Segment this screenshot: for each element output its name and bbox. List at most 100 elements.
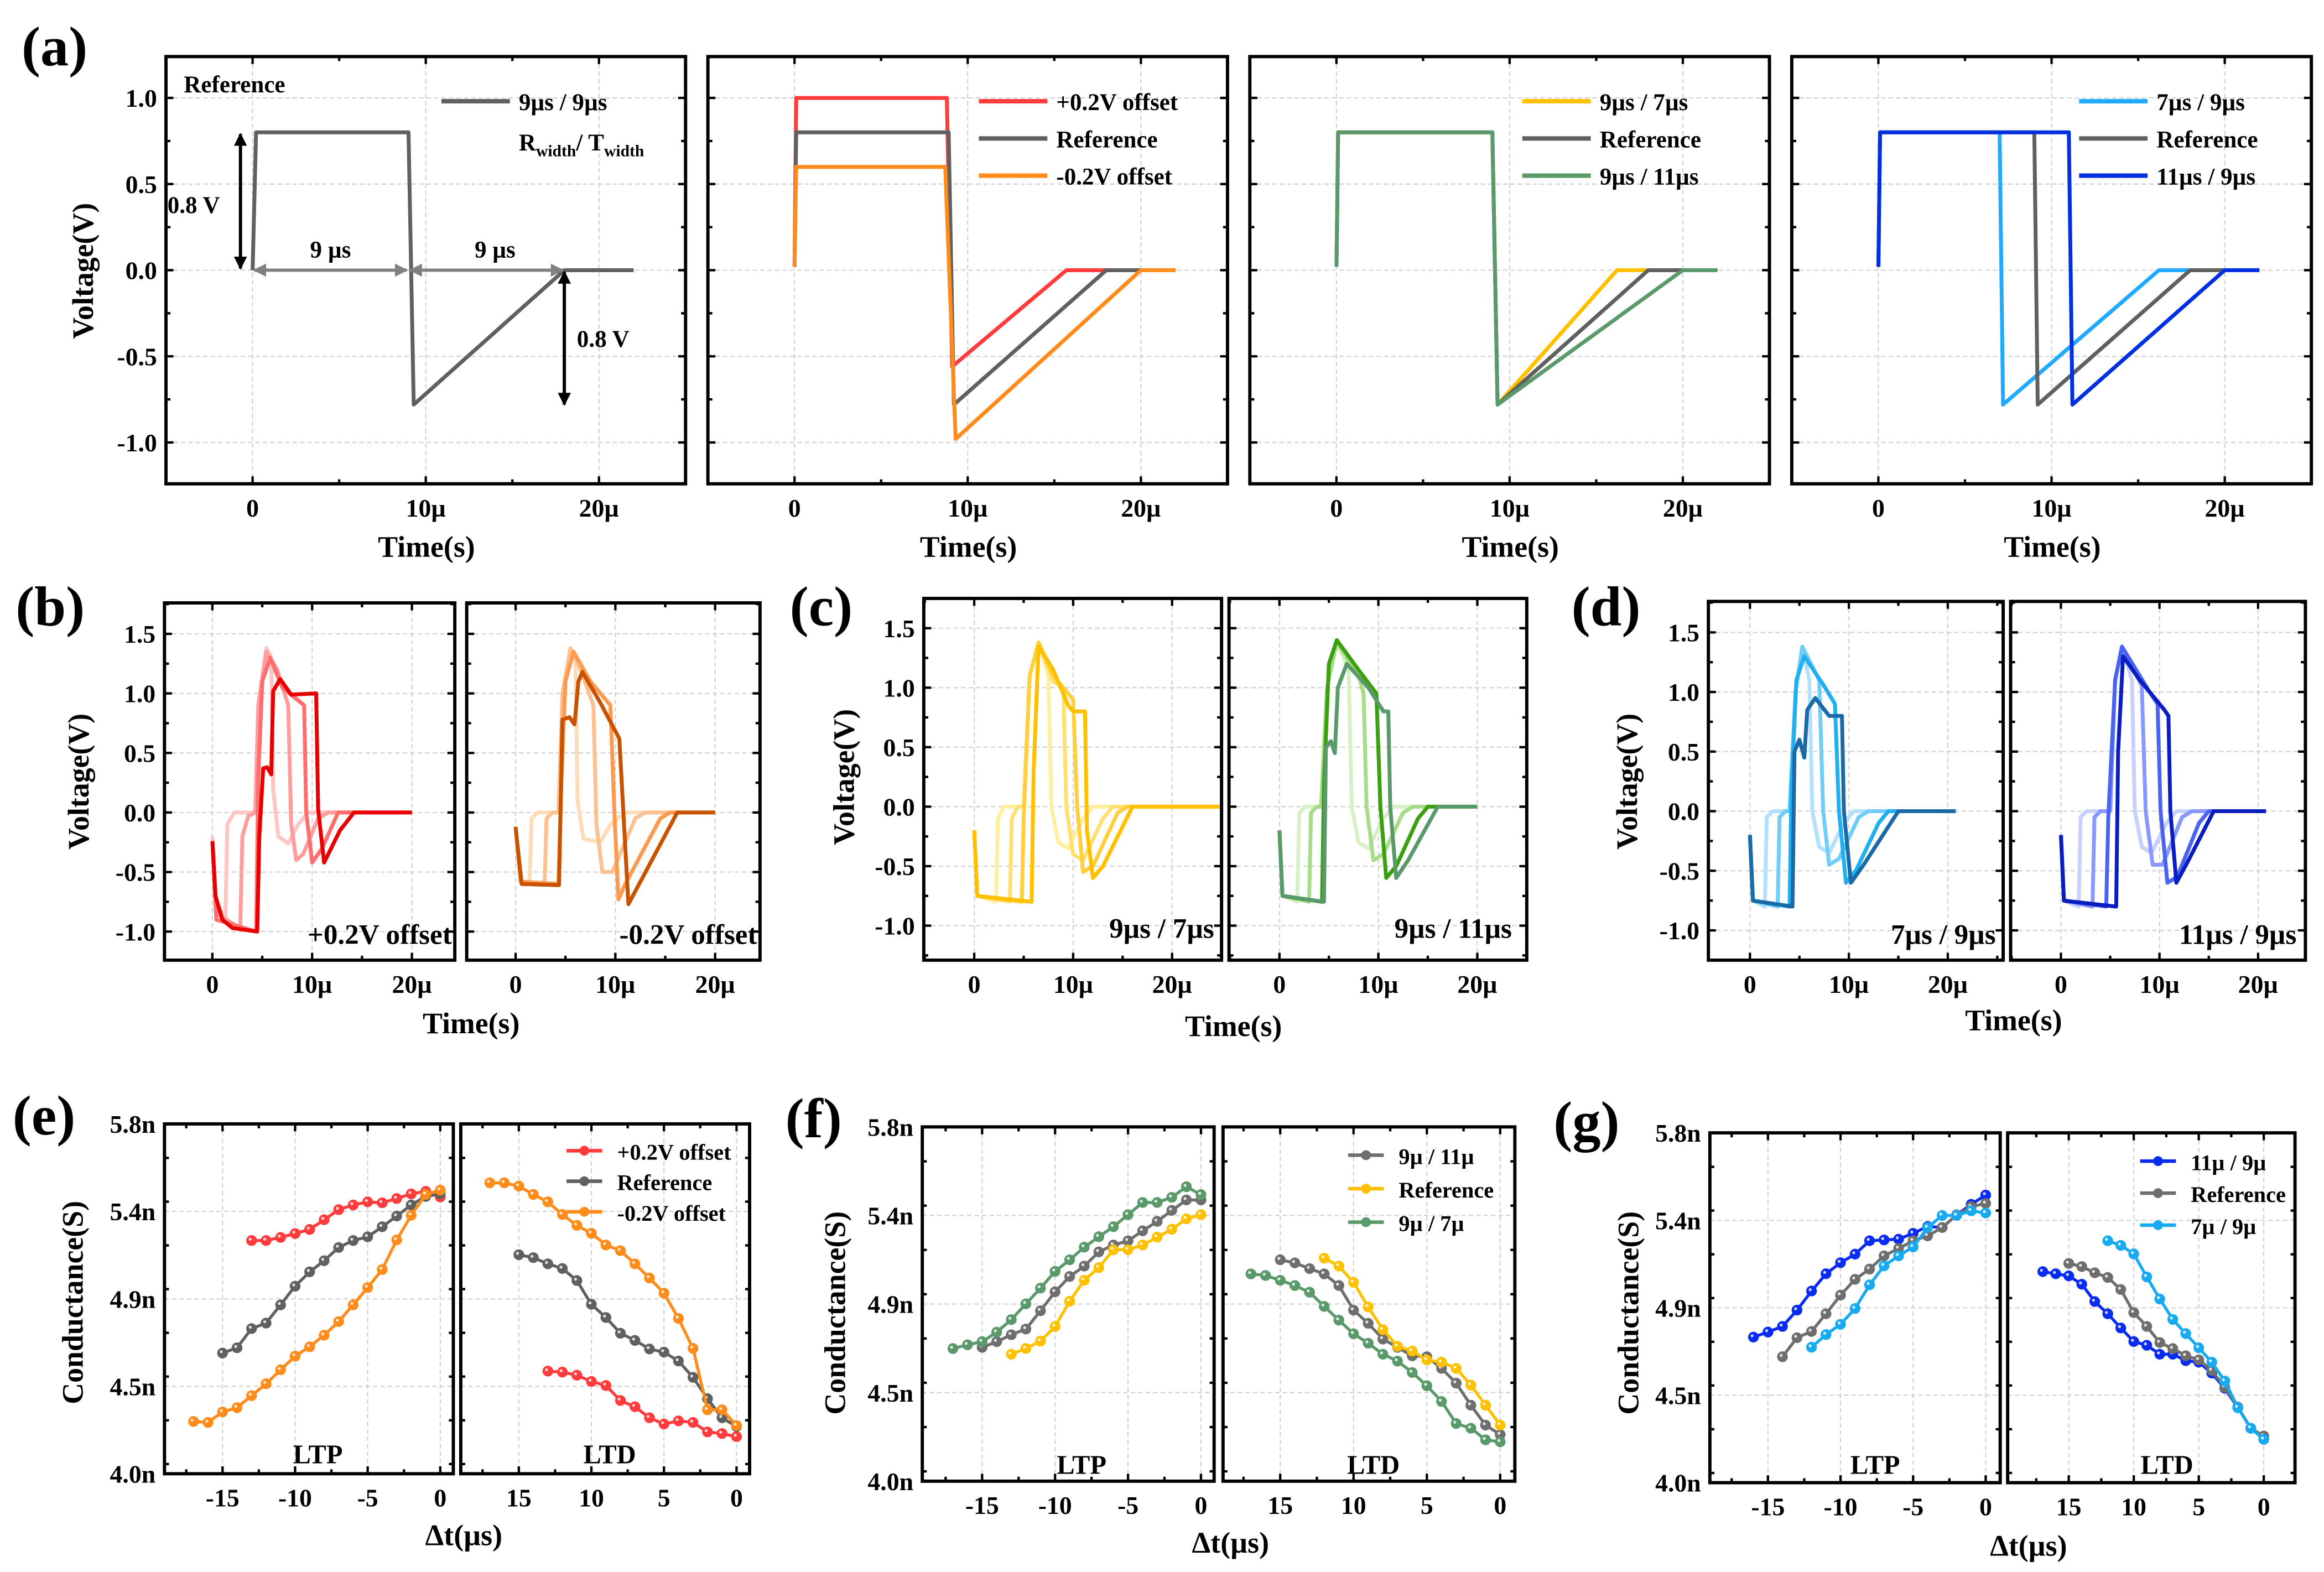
data-point-highlight (220, 1350, 223, 1354)
data-point (658, 1418, 669, 1430)
x-tick-label: -5 (1902, 1493, 1923, 1521)
data-point-highlight (2092, 1298, 2095, 1302)
legend: 9µ / 11µ Reference 9µ / 7µ (1348, 1144, 1494, 1236)
data-point-highlight (1008, 1331, 1012, 1335)
data-point-highlight (1154, 1218, 1158, 1222)
data-point-highlight (321, 1217, 325, 1220)
x-axis-title-a2: Time(s) (920, 530, 1017, 564)
series-line-2 (222, 1192, 441, 1355)
data-point-highlight (1453, 1380, 1457, 1383)
data-point-highlight (1953, 1212, 1957, 1216)
x-axis-title-a3: Time(s) (1462, 530, 1559, 564)
data-point (542, 1258, 554, 1269)
x-tick-label: 0 (1330, 494, 1343, 522)
data-point-highlight (2131, 1309, 2134, 1313)
x-tick-label: 0 (2055, 970, 2067, 998)
series-group (1277, 638, 1478, 904)
data-point (1166, 1192, 1177, 1203)
x-tick-label: 10 (579, 1484, 604, 1512)
data-point-highlight (1808, 1344, 1812, 1347)
data-point-highlight (248, 1237, 252, 1241)
data-point (231, 1402, 243, 1413)
data-point (644, 1412, 655, 1423)
y-tick-label: 0.5 (124, 739, 155, 767)
data-point (289, 1351, 301, 1362)
series-line-1 (251, 130, 634, 407)
data-point (377, 1264, 388, 1275)
data-point-highlight (2209, 1367, 2212, 1371)
data-point-highlight (1837, 1292, 1841, 1295)
legend: 9µs / 9µs (441, 90, 607, 116)
data-point-highlight (365, 1199, 368, 1203)
data-point-highlight (2105, 1311, 2108, 1314)
data-point-highlight (1779, 1323, 1783, 1327)
data-point-highlight (2157, 1296, 2160, 1299)
data-point-highlight (306, 1344, 310, 1347)
data-point-highlight (487, 1180, 490, 1183)
y-tick-label: 4.9n (1655, 1294, 1701, 1322)
x-tick-label: 0 (1273, 970, 1286, 998)
data-point (1806, 1341, 1817, 1353)
data-point (1748, 1331, 1759, 1343)
x-tick-label: -10 (278, 1484, 312, 1512)
data-point-highlight (292, 1230, 295, 1234)
x-tick-label: 10µ (2031, 494, 2071, 522)
series-line-3 (1876, 130, 2260, 407)
x-tick-label: 0 (434, 1484, 446, 1512)
data-point (319, 1255, 330, 1266)
series-line-2 (1748, 644, 1956, 909)
data-point (1035, 1283, 1046, 1294)
data-point (991, 1336, 1002, 1347)
series-line-4 (2059, 654, 2266, 909)
data-point (362, 1196, 373, 1207)
data-point-highlight (516, 1252, 519, 1255)
legend-marker (2153, 1188, 2163, 1198)
axes-frame (1227, 596, 1528, 962)
data-point (1864, 1263, 1875, 1275)
data-point-highlight (394, 1237, 397, 1240)
data-point (1849, 1274, 1860, 1285)
inset-label: LTD (1347, 1450, 1400, 1480)
data-point-highlight (1081, 1277, 1085, 1280)
axes-frame (1790, 55, 2313, 486)
legend-entry-label: 9µs / 11µs (1600, 164, 1699, 190)
axes-frame (706, 55, 1229, 486)
data-point (347, 1299, 359, 1310)
data-point-highlight (1895, 1246, 1899, 1249)
data-point-highlight (234, 1404, 237, 1408)
data-point-highlight (704, 1407, 708, 1410)
data-point-highlight (734, 1423, 737, 1426)
data-point (1108, 1221, 1119, 1232)
data-point (304, 1341, 315, 1352)
data-point (976, 1336, 988, 1347)
data-point (1049, 1321, 1060, 1332)
data-point-highlight (408, 1191, 412, 1194)
data-point-highlight (588, 1301, 592, 1305)
data-point-highlight (2105, 1274, 2108, 1278)
y-tick-label: 0.5 (883, 733, 915, 762)
series-line-4 (210, 677, 412, 934)
data-point-highlight (2235, 1404, 2238, 1408)
data-point (2076, 1261, 2087, 1272)
y-tick-label: -0.5 (117, 342, 157, 371)
data-point-highlight (2118, 1287, 2121, 1290)
data-point (1137, 1240, 1148, 1251)
data-point-highlight (1925, 1233, 1928, 1236)
data-point (1821, 1268, 1832, 1279)
data-point (1079, 1242, 1090, 1253)
inset-label: 9µs / 7µs (1109, 913, 1214, 945)
legend-marker (579, 1146, 590, 1156)
data-point-highlight (336, 1245, 339, 1248)
legend-entry-label: Reference (1056, 127, 1157, 153)
data-point-highlight (1183, 1184, 1187, 1187)
data-point-highlight (1140, 1228, 1143, 1231)
data-point-highlight (2131, 1339, 2134, 1342)
series-line-1 (1748, 644, 1956, 909)
data-point (1152, 1197, 1163, 1208)
y-tick-label: 4.5n (867, 1379, 913, 1407)
data-point (731, 1431, 742, 1442)
data-point-highlight (2196, 1357, 2199, 1360)
series-group (1876, 130, 2260, 407)
data-point-highlight (1380, 1326, 1384, 1330)
data-point (1166, 1205, 1177, 1216)
